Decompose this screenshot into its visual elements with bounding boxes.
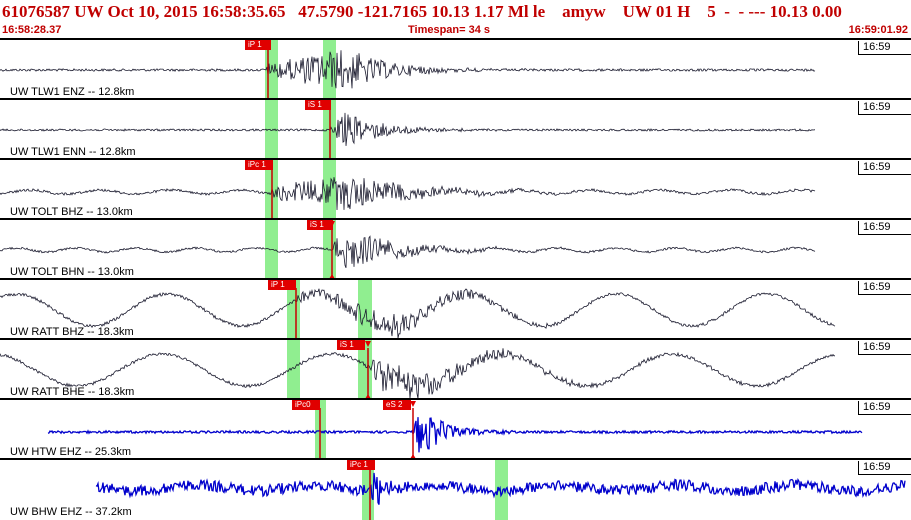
pick-flag[interactable]: iPc0 (292, 400, 320, 410)
pick-window (495, 460, 508, 520)
panel-time-label: 16:59 (858, 401, 911, 415)
event-title: 61076587 UW Oct 10, 2015 16:58:35.65 47.… (2, 2, 842, 21)
seismogram-plot[interactable] (0, 340, 911, 400)
panel-time-label: 16:59 (858, 341, 911, 355)
waveform-trace (0, 348, 835, 399)
channel-label: UW RATT BHE -- 18.3km (10, 386, 135, 398)
seismogram-plot[interactable] (0, 460, 911, 520)
pick-window (358, 280, 372, 340)
waveform-trace (0, 50, 816, 89)
start-time: 16:58:28.37 (2, 24, 62, 36)
panel-time-label: 16:59 (858, 281, 911, 295)
waveform-trace (0, 177, 816, 211)
seismogram-plot[interactable] (0, 160, 911, 220)
pick-flag[interactable]: iS 1 (305, 100, 331, 110)
channel-panel[interactable]: iS 1 16:59 UW TLW1 ENN -- 12.8km (0, 98, 911, 160)
panel-time-label: 16:59 (858, 41, 911, 55)
panel-time-label: 16:59 (858, 101, 911, 115)
waveform-trace (0, 235, 816, 268)
channel-label: UW TOLT BHZ -- 13.0km (10, 206, 133, 218)
pick-marker-icon (410, 401, 416, 407)
seismogram-plot[interactable] (0, 40, 911, 100)
timespan-label: Timespan= 34 s (408, 24, 491, 36)
pick-flag[interactable]: iPc 1 (245, 160, 273, 170)
pick-flag[interactable]: iS 1 (307, 220, 333, 230)
pick-flag[interactable]: iPc 1 (347, 460, 375, 470)
channel-panel[interactable]: iPc 1 16:59 UW TOLT BHZ -- 13.0km (0, 158, 911, 220)
channel-label: UW TLW1 ENN -- 12.8km (10, 146, 136, 158)
pick-window (265, 220, 278, 280)
channel-panel[interactable]: iPc0 eS 2 16:59 UW HTW EHZ -- 25.3km (0, 398, 911, 460)
channel-panel[interactable]: iP 1 16:59 UW TLW1 ENZ -- 12.8km (0, 38, 911, 100)
channel-label: UW HTW EHZ -- 25.3km (10, 446, 131, 458)
panel-time-label: 16:59 (858, 461, 911, 475)
seismogram-plot[interactable] (0, 100, 911, 160)
event-header: 61076587 UW Oct 10, 2015 16:58:35.65 47.… (0, 0, 911, 38)
channel-panel[interactable]: iP 1 16:59 UW RATT BHZ -- 18.3km (0, 278, 911, 340)
pick-flag[interactable]: iS 1 (337, 340, 365, 350)
pick-flag[interactable]: eS 2 (383, 400, 411, 410)
pick-flag[interactable]: iP 1 (245, 40, 271, 50)
panel-time-label: 16:59 (858, 161, 911, 175)
seismogram-plot[interactable] (0, 280, 911, 340)
channel-label: UW RATT BHZ -- 18.3km (10, 326, 134, 338)
pick-marker-icon (329, 274, 335, 279)
waveform-trace (0, 288, 836, 339)
seismogram-plot[interactable] (0, 400, 911, 460)
pick-marker-icon (365, 394, 371, 399)
pick-window (287, 340, 300, 400)
channel-panel[interactable]: iS 1 16:59 UW RATT BHE -- 18.3km (0, 338, 911, 400)
channel-label: UW BHW EHZ -- 37.2km (10, 506, 132, 518)
channel-panel[interactable]: iPc 1 16:59 UW BHW EHZ -- 37.2km (0, 458, 911, 520)
seismogram-plot[interactable] (0, 220, 911, 280)
end-time: 16:59:01.92 (848, 24, 908, 36)
pick-marker-icon (410, 454, 416, 459)
channel-label: UW TLW1 ENZ -- 12.8km (10, 86, 135, 98)
channel-label: UW TOLT BHN -- 13.0km (10, 266, 134, 278)
pick-flag[interactable]: iP 1 (268, 280, 296, 290)
waveform-trace (95, 472, 906, 505)
pick-marker-icon (365, 341, 371, 347)
waveform-trace (0, 112, 815, 146)
channel-panel[interactable]: iS 1 16:59 UW TOLT BHN -- 13.0km (0, 218, 911, 280)
pick-window (323, 40, 336, 100)
pick-window (265, 100, 278, 160)
panel-time-label: 16:59 (858, 221, 911, 235)
waveform-trace (47, 417, 863, 453)
